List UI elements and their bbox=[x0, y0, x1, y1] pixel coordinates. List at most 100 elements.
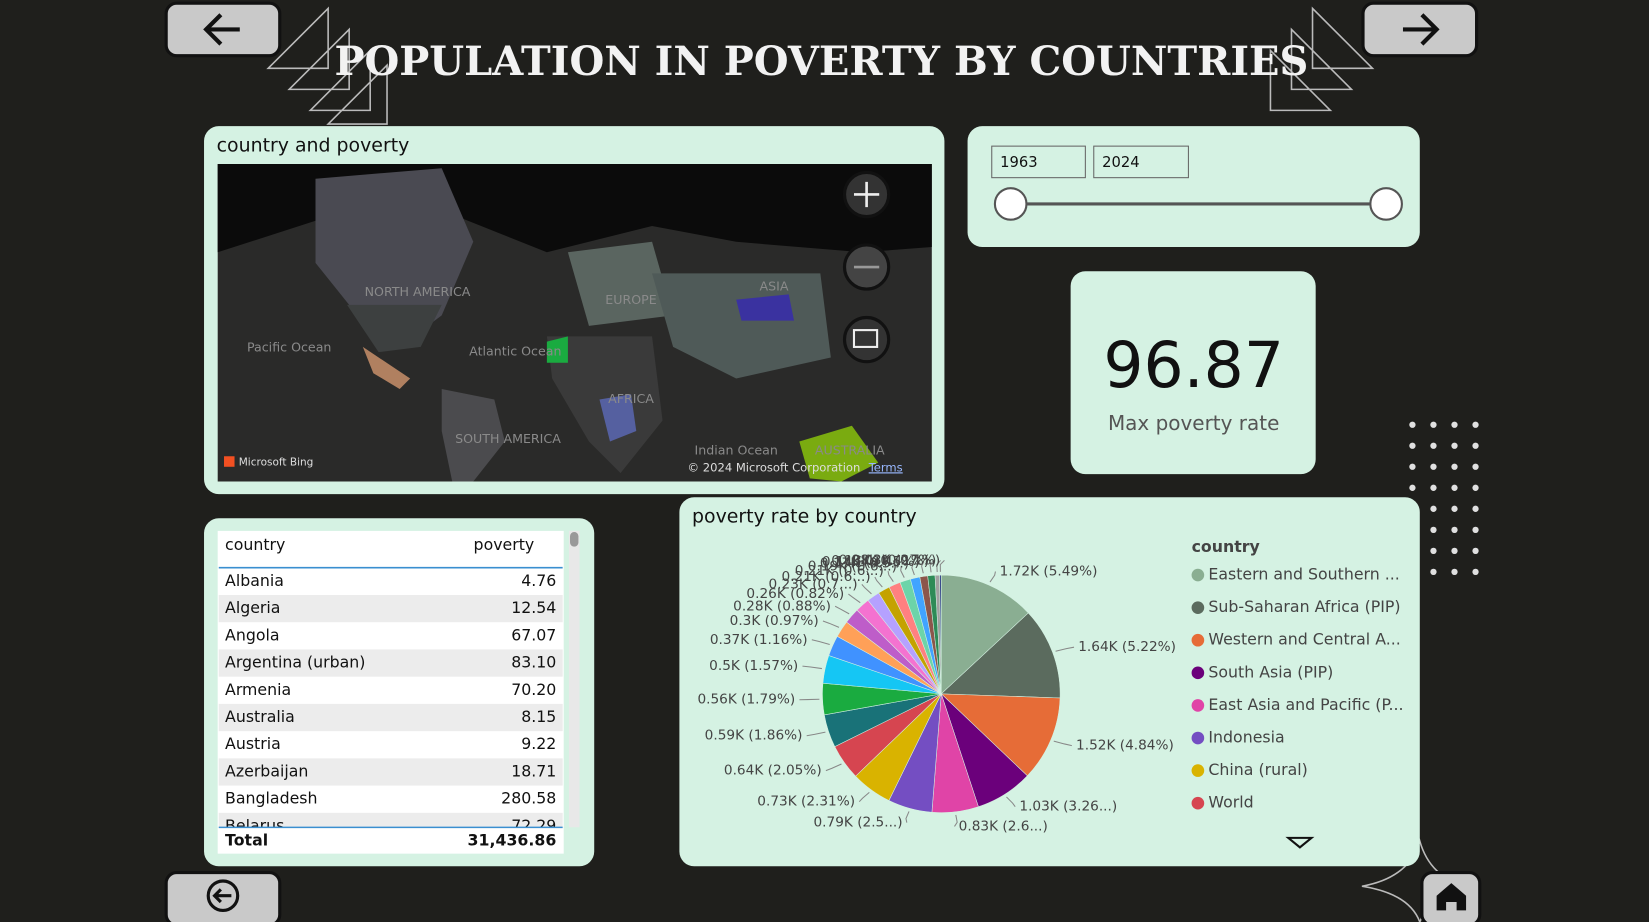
dot bbox=[1430, 442, 1437, 449]
dot bbox=[1430, 484, 1437, 491]
map-label: NORTH AMERICA bbox=[365, 284, 471, 299]
data-label: 0.08K (0.27%) bbox=[839, 552, 937, 568]
back-circle-button[interactable] bbox=[164, 871, 282, 922]
data-label: 0.5K (1.57%) bbox=[709, 658, 798, 674]
pie-slice bbox=[939, 574, 942, 694]
leader-line bbox=[1053, 740, 1072, 747]
icon bbox=[212, 888, 232, 904]
map-controls bbox=[842, 170, 891, 364]
map-label: Indian Ocean bbox=[695, 443, 778, 458]
data-label: 1.52K (4.84%) bbox=[1076, 738, 1174, 754]
total-value: 31,436.86 bbox=[468, 831, 557, 850]
slider-card bbox=[967, 126, 1420, 248]
data-label: 0.17K (0.5...) bbox=[820, 556, 909, 572]
pie-slice bbox=[940, 693, 1061, 777]
dot bbox=[1451, 526, 1458, 534]
leader-line bbox=[921, 561, 925, 574]
leader-line bbox=[802, 665, 823, 670]
dot bbox=[1409, 421, 1416, 428]
start-year: 1963 bbox=[1000, 154, 1037, 171]
table-cell: Algeria bbox=[225, 598, 280, 617]
map-label: SOUTH AMERICA bbox=[455, 431, 561, 446]
legend-swatch bbox=[1191, 568, 1205, 582]
map-label: EUROPE bbox=[605, 292, 656, 307]
total-label: Total bbox=[225, 831, 268, 850]
end-year: 2024 bbox=[1102, 154, 1139, 171]
map-label: AUSTRALIA bbox=[815, 443, 885, 458]
slider-handle[interactable] bbox=[1369, 187, 1403, 221]
data-label: 0.79K (2.5...) bbox=[813, 815, 902, 831]
table-cell: 4.76 bbox=[521, 571, 556, 590]
end-input[interactable] bbox=[1093, 145, 1189, 179]
data-label: 0.3K (0.97%) bbox=[730, 613, 819, 629]
leader-line bbox=[911, 563, 915, 576]
table-cell: Azerbaijan bbox=[225, 761, 308, 780]
legend-label: Indonesia bbox=[1208, 728, 1284, 747]
legend-label: Sub-Saharan Africa (PIP) bbox=[1208, 597, 1400, 616]
table-cell: 70.20 bbox=[511, 680, 556, 699]
arrow-icon bbox=[1402, 13, 1440, 46]
dot bbox=[1430, 526, 1437, 534]
data-label: 0.03K (0.1%) bbox=[851, 552, 940, 568]
slider-handle[interactable] bbox=[993, 187, 1028, 221]
leader-line bbox=[825, 763, 842, 772]
table-cell: 280.58 bbox=[501, 789, 556, 808]
legend-label: World bbox=[1208, 793, 1253, 812]
row-band bbox=[218, 594, 563, 623]
leader-line bbox=[848, 593, 861, 604]
dot bbox=[1430, 547, 1437, 555]
data-label: 0.64K (2.05%) bbox=[724, 763, 822, 779]
start-input[interactable] bbox=[991, 145, 1086, 179]
column-header: poverty bbox=[474, 535, 535, 554]
pie-slice bbox=[941, 574, 1029, 695]
leader-line bbox=[861, 584, 872, 595]
kpi-card bbox=[1070, 271, 1316, 475]
legend-label: Western and Central A... bbox=[1208, 630, 1400, 649]
dot bbox=[1409, 463, 1416, 470]
card-title: country and poverty bbox=[217, 135, 410, 157]
bing-logo bbox=[224, 456, 235, 467]
table-cell: Angola bbox=[225, 625, 279, 644]
map-label: AFRICA bbox=[608, 391, 654, 406]
column-header: country bbox=[225, 535, 285, 554]
dot bbox=[1472, 568, 1479, 576]
dot bbox=[1451, 421, 1458, 428]
pie-slice bbox=[940, 612, 1061, 699]
legend-swatch bbox=[1191, 764, 1205, 777]
leader-line bbox=[858, 791, 870, 803]
data-label: 0.26K (0.82%) bbox=[746, 586, 844, 602]
dot bbox=[1451, 547, 1458, 555]
scrollbar[interactable] bbox=[568, 530, 580, 828]
dot bbox=[1472, 526, 1479, 534]
leader-line bbox=[1055, 646, 1075, 652]
table-cell: 12.54 bbox=[511, 598, 556, 617]
data-label: 0.37K (1.16%) bbox=[710, 632, 808, 648]
map-terms[interactable]: Terms bbox=[868, 460, 903, 474]
legend-swatch bbox=[1191, 699, 1205, 712]
data-label: 0.56K (1.79%) bbox=[697, 692, 795, 708]
table-cell: Argentina (urban) bbox=[225, 653, 365, 672]
legend-label: Eastern and Southern ... bbox=[1208, 565, 1399, 584]
legend-more[interactable] bbox=[1285, 836, 1315, 849]
leader-line bbox=[811, 639, 830, 645]
leader-line bbox=[887, 570, 894, 583]
data-label: 1.72K (5.49%) bbox=[1000, 563, 1098, 579]
leader-line bbox=[806, 731, 826, 737]
page-title: POPULATION IN POVERTY BY COUNTRIES bbox=[334, 38, 1308, 85]
select-tool[interactable] bbox=[842, 315, 891, 364]
leader-line bbox=[834, 605, 850, 615]
legend-label: South Asia (PIP) bbox=[1208, 662, 1333, 681]
leader-line bbox=[929, 560, 934, 573]
total-band bbox=[217, 827, 564, 854]
dot bbox=[1451, 442, 1458, 449]
data-label: 0.23K (0.7...) bbox=[768, 576, 857, 592]
chart-title: poverty rate by country bbox=[692, 506, 917, 528]
table-cell: 67.07 bbox=[511, 625, 556, 644]
legend-label: China (rural) bbox=[1208, 760, 1307, 779]
legend-swatch bbox=[1191, 601, 1205, 614]
scroll-thumb[interactable] bbox=[570, 531, 579, 547]
data-label: 0.73K (2.31%) bbox=[757, 794, 855, 810]
data-label: 0.59K (1.86%) bbox=[705, 728, 803, 744]
dot bbox=[1430, 568, 1437, 576]
